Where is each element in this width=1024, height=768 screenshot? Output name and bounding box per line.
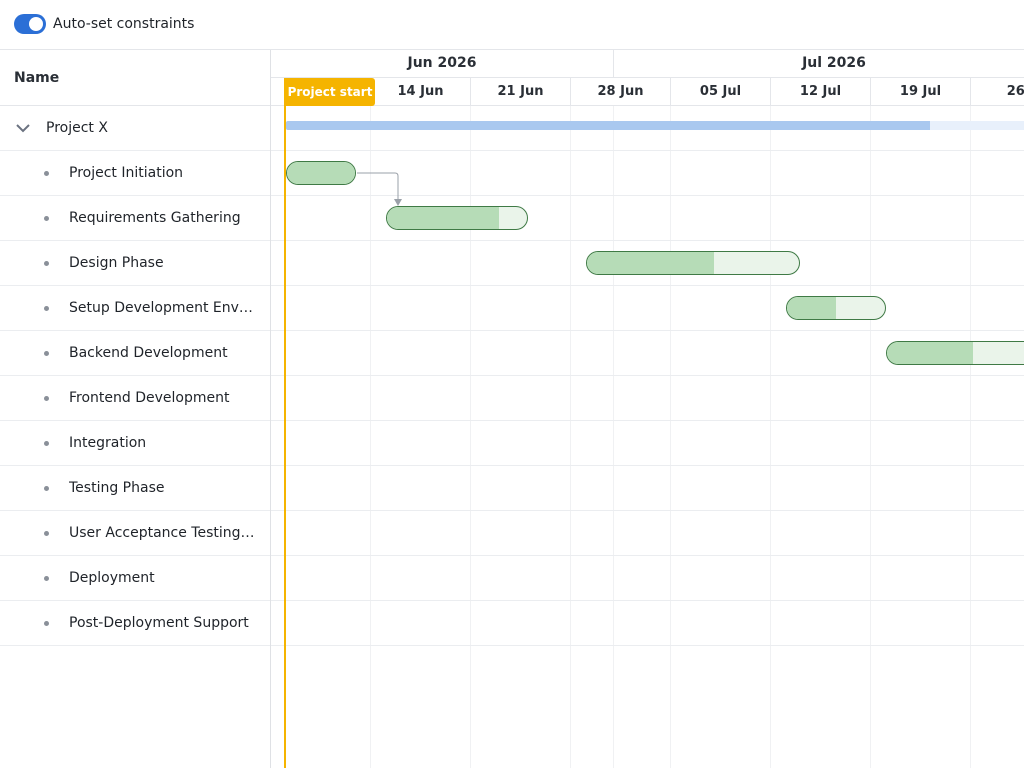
name-column-header[interactable]: Name: [14, 70, 60, 86]
task-progress: [387, 207, 499, 229]
task-progress: [787, 297, 836, 319]
week-header: 26 J: [970, 78, 1024, 106]
grid-line: [370, 106, 371, 768]
project-start-line: [284, 78, 286, 768]
bullet-icon: [44, 576, 49, 581]
task-row[interactable]: Design Phase: [0, 241, 270, 286]
project-x-summary-bar[interactable]: [286, 121, 1024, 130]
task-bar-design-phase[interactable]: [586, 251, 800, 275]
task-row[interactable]: Backend Development: [0, 331, 270, 376]
task-name: Project Initiation: [69, 165, 184, 181]
chevron-down-icon[interactable]: [14, 119, 32, 137]
task-name: User Acceptance Testing …: [69, 525, 255, 541]
timeline-header: Jun 2026 Jul 2026 14 Jun 21 Jun 28 Jun 0…: [271, 50, 1024, 106]
row-line: [271, 195, 1024, 196]
task-rows: Project X Project Initiation Requirement…: [0, 106, 270, 646]
week-header: 12 Jul: [770, 78, 870, 106]
bullet-icon: [44, 306, 49, 311]
bullet-icon: [44, 351, 49, 356]
task-row[interactable]: User Acceptance Testing …: [0, 511, 270, 556]
row-line: [271, 150, 1024, 151]
task-progress: [887, 342, 974, 364]
gantt-timeline[interactable]: Jun 2026 Jul 2026 14 Jun 21 Jun 28 Jun 0…: [271, 50, 1024, 768]
task-name: Deployment: [69, 570, 155, 586]
task-name: Requirements Gathering: [69, 210, 241, 226]
task-name: Testing Phase: [69, 480, 165, 496]
grid-line: [970, 106, 971, 768]
row-line: [271, 375, 1024, 376]
task-row[interactable]: Setup Development Envir…: [0, 286, 270, 331]
bullet-icon: [44, 171, 49, 176]
task-bar-setup-development-environment[interactable]: [786, 296, 886, 320]
task-name: Setup Development Envir…: [69, 300, 255, 316]
bullet-icon: [44, 441, 49, 446]
task-progress: [587, 252, 715, 274]
task-bar-backend-development[interactable]: [886, 341, 1024, 365]
task-row[interactable]: Frontend Development: [0, 376, 270, 421]
bullet-icon: [44, 621, 49, 626]
task-row[interactable]: Post-Deployment Support: [0, 601, 270, 646]
bullet-icon: [44, 261, 49, 266]
row-line: [271, 510, 1024, 511]
row-line: [271, 600, 1024, 601]
task-row[interactable]: Project Initiation: [0, 151, 270, 196]
week-header: 28 Jun: [570, 78, 670, 106]
toolbar: Auto-set constraints: [0, 0, 1024, 50]
week-header: 21 Jun: [470, 78, 570, 106]
month-header: Jul 2026: [614, 50, 1024, 78]
bullet-icon: [44, 531, 49, 536]
auto-constraints-toggle[interactable]: [14, 14, 46, 34]
row-line: [271, 555, 1024, 556]
auto-constraints-label: Auto-set constraints: [53, 16, 195, 32]
grid-line: [470, 106, 471, 768]
bullet-icon: [44, 216, 49, 221]
project-start-marker[interactable]: Project start: [285, 78, 375, 106]
grid-line: [613, 106, 614, 768]
toggle-knob: [29, 17, 43, 31]
task-bar-requirements-gathering[interactable]: [386, 206, 528, 230]
task-name: Backend Development: [69, 345, 228, 361]
task-name: Post-Deployment Support: [69, 615, 249, 631]
task-grid: Name Project X Project Initiation Requir…: [0, 50, 271, 768]
task-row[interactable]: Testing Phase: [0, 466, 270, 511]
task-name: Frontend Development: [69, 390, 230, 406]
bullet-icon: [44, 486, 49, 491]
week-header: 05 Jul: [670, 78, 770, 106]
task-name: Integration: [69, 435, 147, 451]
grid-line: [670, 106, 671, 768]
bullet-icon: [44, 396, 49, 401]
task-row-project-x[interactable]: Project X: [0, 106, 270, 151]
dependency-arrow: [357, 172, 402, 206]
row-line: [271, 420, 1024, 421]
task-row[interactable]: Deployment: [0, 556, 270, 601]
task-row[interactable]: Requirements Gathering: [0, 196, 270, 241]
grid-line: [870, 106, 871, 768]
row-line: [271, 285, 1024, 286]
grid-line: [570, 106, 571, 768]
row-line: [271, 645, 1024, 646]
row-line: [271, 330, 1024, 331]
summary-progress: [286, 121, 930, 130]
month-header: Jun 2026: [271, 50, 614, 78]
task-name: Design Phase: [69, 255, 164, 271]
row-line: [271, 240, 1024, 241]
week-header: 19 Jul: [870, 78, 970, 106]
grid-line: [770, 106, 771, 768]
grid-header: Name: [0, 50, 270, 106]
row-line: [271, 465, 1024, 466]
task-name: Project X: [46, 120, 108, 136]
task-bar-project-initiation[interactable]: [286, 161, 356, 185]
task-row[interactable]: Integration: [0, 421, 270, 466]
task-progress: [287, 162, 355, 184]
